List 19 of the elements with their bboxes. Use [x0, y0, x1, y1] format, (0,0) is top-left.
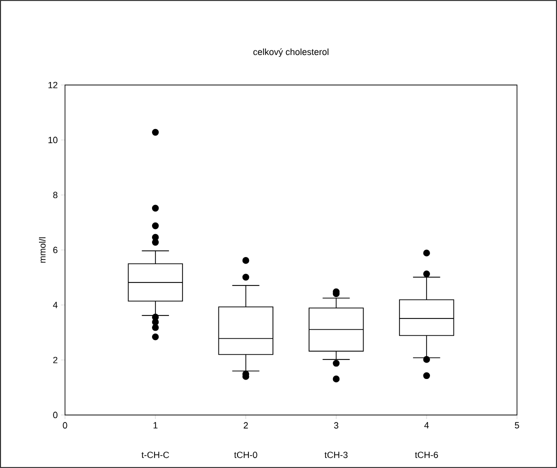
x-tick-label: 0 — [62, 422, 68, 429]
y-axis-title: mmol/l — [38, 237, 46, 263]
chart-title: celkový cholesterol — [253, 48, 328, 57]
y-tick-label: 8 — [53, 192, 58, 198]
x-tick-label: 4 — [424, 422, 429, 428]
x-tick-label: 5 — [514, 422, 520, 428]
x-tick-label: 3 — [334, 422, 338, 429]
y-tick-label: 10 — [48, 136, 58, 144]
y-tick-label: 12 — [48, 82, 58, 88]
y-tick-label: 6 — [53, 246, 58, 254]
y-tick-label: 4 — [53, 302, 58, 308]
x-tick-label: 1 — [154, 422, 158, 428]
y-tick-label: 2 — [53, 356, 58, 364]
text: t-CH-C — [142, 452, 170, 458]
y-tick-label: 0 — [53, 412, 58, 418]
text: tCH-3 — [324, 452, 348, 458]
text: tCH-0 — [234, 452, 258, 458]
text: tCH-6 — [414, 452, 438, 458]
x-tick-label: 2 — [244, 422, 248, 428]
